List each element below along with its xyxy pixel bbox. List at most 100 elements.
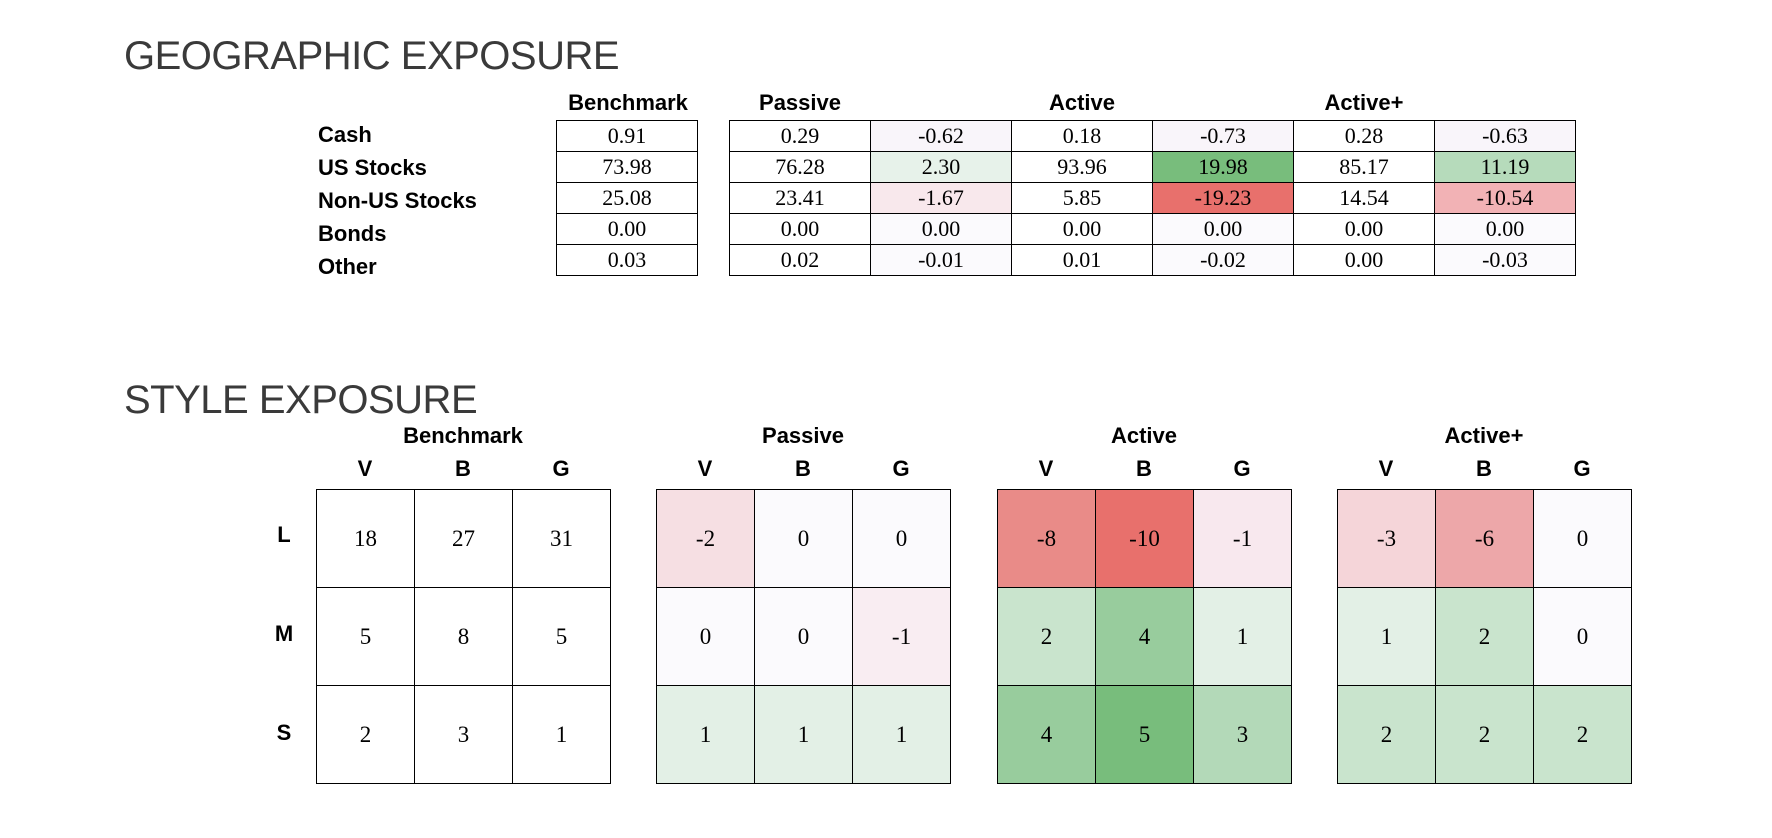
style-exposure-title: STYLE EXPOSURE (124, 378, 478, 422)
style-col-label-g: G (1233, 456, 1251, 481)
table-cell: 5 (512, 587, 611, 686)
geo-header-active: Active (1048, 90, 1116, 115)
table-cell: 93.96 (1011, 151, 1153, 183)
table-cell: 27 (414, 489, 513, 588)
table-cell: 0 (1533, 587, 1632, 686)
table-row: 18 27 31 (316, 489, 611, 588)
geo-header-activeplus: Active+ (1324, 90, 1404, 115)
table-cell: 0.00 (729, 213, 871, 245)
table-row: 73.98 (556, 151, 698, 183)
table-cell: 18 (316, 489, 415, 588)
table-row: 0.00 0.00 0.00 0.00 0.00 0.00 (729, 213, 1576, 245)
table-cell: 0.29 (729, 120, 871, 152)
table-cell: 0.00 (1152, 213, 1294, 245)
table-cell: 0.03 (556, 244, 698, 276)
table-cell: 2 (1533, 685, 1632, 784)
table-row: 0.00 (556, 213, 698, 245)
table-cell: 1 (754, 685, 853, 784)
table-cell: 1 (656, 685, 755, 784)
table-cell: -1 (1193, 489, 1292, 588)
table-cell: -0.03 (1434, 244, 1576, 276)
style-col-label-g: G (892, 456, 910, 481)
table-cell: 4 (997, 685, 1096, 784)
table-row: -8 -10 -1 (997, 489, 1292, 588)
table-cell: 0.00 (1011, 213, 1153, 245)
style-row-label-l: L (277, 522, 291, 547)
table-cell: 2 (1435, 587, 1534, 686)
table-cell: 2 (1337, 685, 1436, 784)
table-cell: 0 (852, 489, 951, 588)
style-col-label-v: V (697, 456, 713, 481)
table-cell: 1 (1193, 587, 1292, 686)
table-row: 0 0 -1 (656, 587, 951, 686)
table-cell: 8 (414, 587, 513, 686)
style-header-benchmark: Benchmark (403, 423, 523, 448)
style-row-label-s: S (276, 720, 292, 745)
table-cell: 0 (754, 489, 853, 588)
table-cell: 3 (1193, 685, 1292, 784)
style-col-label-b: B (455, 456, 471, 481)
style-grid-passive: -2 0 0 0 0 -1 1 1 1 (656, 489, 951, 784)
style-col-label-b: B (795, 456, 811, 481)
table-cell: -1.67 (870, 182, 1012, 214)
table-cell: 0.28 (1293, 120, 1435, 152)
style-col-label-v: V (357, 456, 373, 481)
table-cell: -0.62 (870, 120, 1012, 152)
geo-row-label-non-us-stocks: Non-US Stocks (318, 188, 477, 213)
table-cell: 4 (1095, 587, 1194, 686)
style-col-label-g: G (552, 456, 570, 481)
table-cell: 5 (1095, 685, 1194, 784)
table-cell: 0.00 (1293, 244, 1435, 276)
table-cell: -10.54 (1434, 182, 1576, 214)
table-cell: 85.17 (1293, 151, 1435, 183)
table-cell: 5 (316, 587, 415, 686)
style-header-activeplus: Active+ (1444, 423, 1524, 448)
table-cell: -0.63 (1434, 120, 1576, 152)
style-col-label-b: B (1136, 456, 1152, 481)
table-cell: 1 (1337, 587, 1436, 686)
style-grid-activeplus: -3 -6 0 1 2 0 2 2 2 (1337, 489, 1632, 784)
geo-benchmark-table: 0.91 73.98 25.08 0.00 0.03 (556, 120, 698, 276)
table-cell: -1 (852, 587, 951, 686)
geo-portfolio-table: 0.29 -0.62 0.18 -0.73 0.28 -0.63 76.28 2.30 93.9… (729, 120, 1576, 276)
table-cell: 0 (656, 587, 755, 686)
style-header-passive: Passive (762, 423, 844, 448)
style-col-label-v: V (1038, 456, 1054, 481)
table-cell: 2.30 (870, 151, 1012, 183)
table-cell: -19.23 (1152, 182, 1294, 214)
table-cell: -0.02 (1152, 244, 1294, 276)
style-col-label-v: V (1378, 456, 1394, 481)
table-cell: 76.28 (729, 151, 871, 183)
style-header-active: Active (1110, 423, 1178, 448)
table-cell: -6 (1435, 489, 1534, 588)
table-cell: 3 (414, 685, 513, 784)
table-cell: -3 (1337, 489, 1436, 588)
table-cell: 31 (512, 489, 611, 588)
table-cell: 0 (1533, 489, 1632, 588)
table-cell: -10 (1095, 489, 1194, 588)
table-cell: 1 (852, 685, 951, 784)
table-row: 25.08 (556, 182, 698, 214)
table-cell: 19.98 (1152, 151, 1294, 183)
table-cell: 5.85 (1011, 182, 1153, 214)
table-cell: 25.08 (556, 182, 698, 214)
table-cell: 2 (997, 587, 1096, 686)
geo-row-label-other: Other (318, 254, 377, 279)
table-cell: -2 (656, 489, 755, 588)
table-cell: 0.18 (1011, 120, 1153, 152)
table-cell: 2 (316, 685, 415, 784)
table-cell: 14.54 (1293, 182, 1435, 214)
style-col-label-b: B (1476, 456, 1492, 481)
table-row: 0.03 (556, 244, 698, 276)
table-row: 23.41 -1.67 5.85 -19.23 14.54 -10.54 (729, 182, 1576, 214)
table-row: 0.02 -0.01 0.01 -0.02 0.00 -0.03 (729, 244, 1576, 276)
table-row: -2 0 0 (656, 489, 951, 588)
table-cell: 23.41 (729, 182, 871, 214)
